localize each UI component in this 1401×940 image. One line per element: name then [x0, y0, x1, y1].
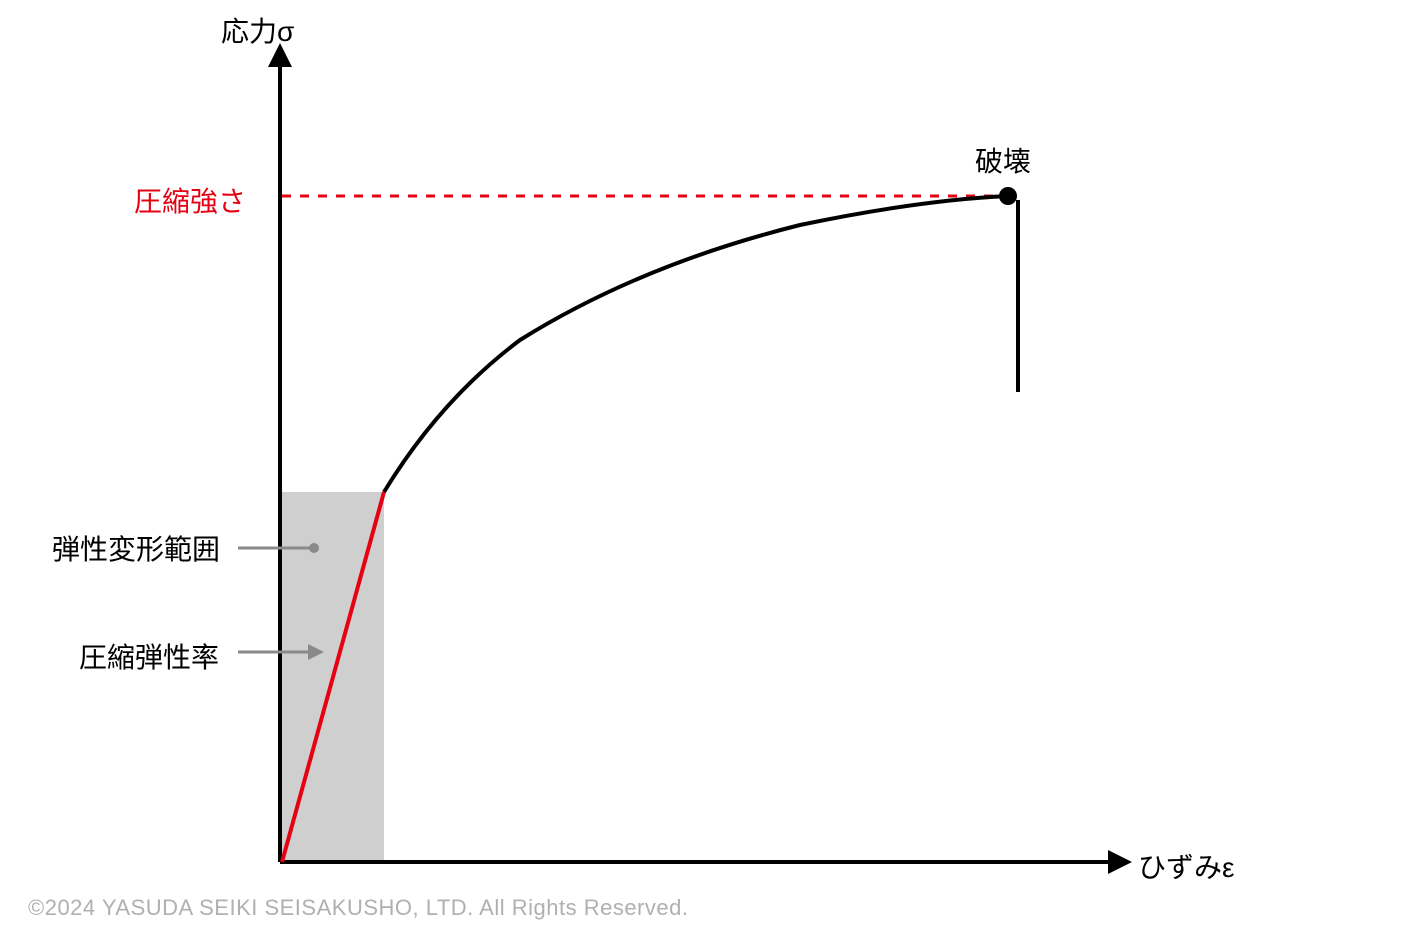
x-axis-arrowhead [1108, 850, 1132, 874]
stress-strain-diagram: 応力σ ひずみε 圧縮強さ 破壊 弾性変形範囲 圧縮弾性率 ©2024 YASU… [0, 0, 1401, 940]
fracture-label: 破壊 [975, 140, 1031, 180]
fracture-point [999, 187, 1017, 205]
stress-strain-curve [384, 196, 1008, 492]
elastic-region-label: 弾性変形範囲 [52, 528, 220, 568]
diagram-svg [0, 0, 1401, 940]
x-axis-label: ひずみε [1138, 846, 1234, 886]
y-axis-label: 応力σ [221, 10, 294, 50]
compressive-strength-label: 圧縮強さ [134, 180, 246, 220]
copyright-text: ©2024 YASUDA SEIKI SEISAKUSHO, LTD. All … [28, 895, 688, 921]
elastic-region-leader-dot [309, 543, 319, 553]
elastic-modulus-label: 圧縮弾性率 [79, 636, 219, 676]
